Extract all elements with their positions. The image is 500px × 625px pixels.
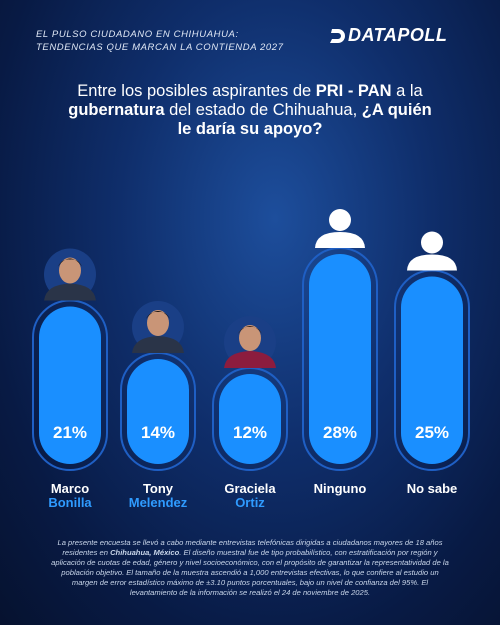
methodology-text-2: . El diseño muestral fue de tipo probabi… (51, 548, 449, 597)
user-silhouette-icon (315, 209, 365, 248)
category-label-last: Melendez (128, 495, 188, 510)
brand-name: DATAPOLL (348, 25, 448, 45)
brand-logo: DATAPOLL (330, 25, 447, 46)
category-label-last: Bonilla (48, 495, 92, 510)
question-office: gubernatura (68, 101, 165, 119)
bar-group: 14% (120, 301, 196, 471)
photo-face (147, 310, 169, 336)
data-label: 28% (323, 423, 357, 442)
photo-shoulders (224, 351, 276, 368)
header-line-1: EL PULSO CIUDADANO EN CHIHUAHUA: (36, 29, 239, 40)
question-text-3: del estado de Chihuahua, (164, 101, 362, 119)
data-label: 21% (53, 423, 87, 442)
question-text-2: a la (391, 82, 423, 100)
photo-hair (238, 326, 262, 334)
question-text-1: Entre los posibles aspirantes de (77, 82, 316, 100)
data-label: 14% (141, 423, 175, 442)
silhouette-body (315, 232, 365, 248)
methodology-place: Chihuahua, México (110, 548, 180, 557)
candidate-photo (132, 301, 184, 353)
silhouette-body (407, 254, 457, 271)
survey-question: Entre los posibles aspirantes de PRI - P… (60, 82, 440, 139)
photo-shoulders (44, 283, 96, 301)
data-label: 12% (233, 423, 267, 442)
user-silhouette-icon (407, 231, 457, 271)
category-label-first: Ninguno (313, 481, 367, 496)
category-label-first: Tony (142, 481, 174, 496)
silhouette-head (421, 231, 443, 254)
category-label: Graciela Ortiz (200, 482, 300, 510)
bar (127, 359, 189, 464)
photo-hair (146, 311, 170, 319)
bar-group: 12% (212, 316, 288, 471)
bar (39, 306, 101, 464)
bar-group: 21% (32, 248, 108, 471)
category-label-first: Marco (50, 481, 90, 496)
photo-shoulders (132, 336, 184, 353)
category-label: No sabe (382, 482, 482, 496)
question-parties: PRI - PAN (315, 82, 392, 100)
category-label-first: No sabe (406, 481, 458, 496)
bar (219, 374, 281, 464)
category-label: Marco Bonilla (20, 482, 120, 510)
silhouette-head (329, 209, 351, 231)
question-ask: ¿A quién le daría su apoyo? (177, 101, 432, 138)
candidate-photo (44, 248, 96, 301)
photo-face (59, 257, 81, 284)
candidate-photo (224, 316, 276, 368)
methodology-text-1: La presente encuesta se llevó a cabo med… (57, 538, 443, 557)
bar (309, 254, 371, 464)
header-line-2: TENDENCIAS QUE MARCAN LA CONTIENDA 2027 (36, 42, 284, 53)
bar-group: 28% (302, 209, 378, 471)
category-label: Ninguno (290, 482, 390, 496)
photo-hair (58, 258, 82, 267)
photo-face (239, 325, 261, 351)
data-label: 25% (415, 423, 449, 442)
methodology-note: La presente encuesta se llevó a cabo med… (50, 538, 450, 598)
bar (401, 276, 463, 464)
bar-group: 25% (394, 231, 470, 471)
category-label: Tony Melendez (108, 482, 208, 510)
category-label-last: Ortiz (235, 495, 265, 510)
category-label-first: Graciela (224, 481, 276, 496)
datapoll-logo-icon (330, 28, 345, 43)
survey-header: EL PULSO CIUDADANO EN CHIHUAHUA: TENDENC… (36, 28, 284, 54)
